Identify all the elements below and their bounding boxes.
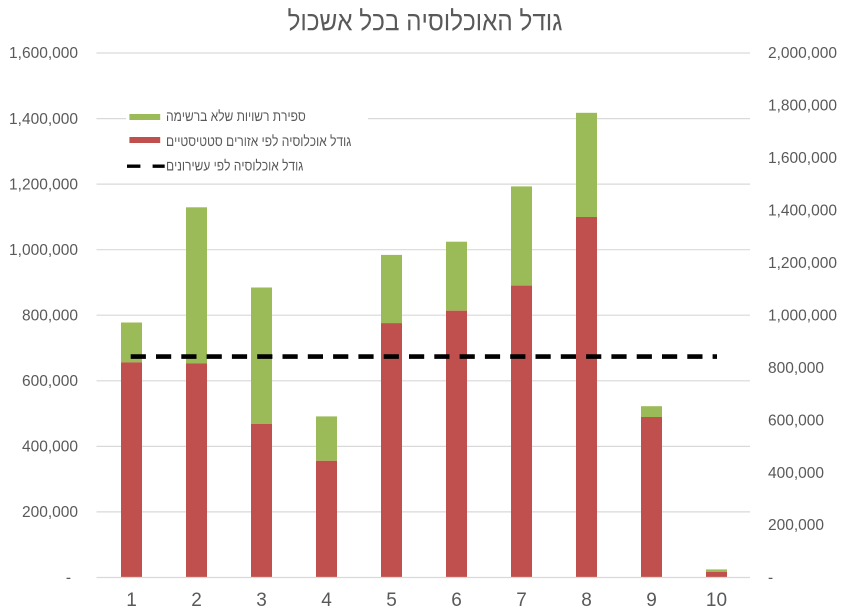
svg-text:1,200,000: 1,200,000 [768,255,837,272]
svg-text:1,400,000: 1,400,000 [9,111,78,128]
svg-text:200,000: 200,000 [22,504,78,521]
svg-text:800,000: 800,000 [22,307,78,324]
svg-text:1,600,000: 1,600,000 [768,150,837,167]
svg-text:1,800,000: 1,800,000 [768,98,837,115]
svg-text:1,600,000: 1,600,000 [9,45,78,62]
svg-text:9: 9 [646,590,657,611]
svg-text:-: - [66,570,71,587]
svg-text:3: 3 [256,590,267,611]
svg-text:1: 1 [126,590,137,611]
svg-text:2: 2 [191,590,202,611]
svg-text:7: 7 [516,590,527,611]
svg-text:200,000: 200,000 [768,517,824,534]
svg-text:2,000,000: 2,000,000 [768,45,837,62]
svg-text:400,000: 400,000 [22,439,78,456]
svg-text:6: 6 [451,590,462,611]
svg-text:400,000: 400,000 [768,465,824,482]
svg-text:1,400,000: 1,400,000 [768,203,837,220]
svg-text:1,200,000: 1,200,000 [9,176,78,193]
svg-text:8: 8 [581,590,592,611]
svg-text:1,000,000: 1,000,000 [9,242,78,259]
svg-text:5: 5 [386,590,397,611]
svg-text:-: - [768,570,773,587]
svg-text:10: 10 [706,590,727,611]
svg-text:600,000: 600,000 [22,373,78,390]
svg-text:1,000,000: 1,000,000 [768,307,837,324]
svg-text:600,000: 600,000 [768,412,824,429]
svg-text:800,000: 800,000 [768,360,824,377]
svg-text:4: 4 [321,590,332,611]
